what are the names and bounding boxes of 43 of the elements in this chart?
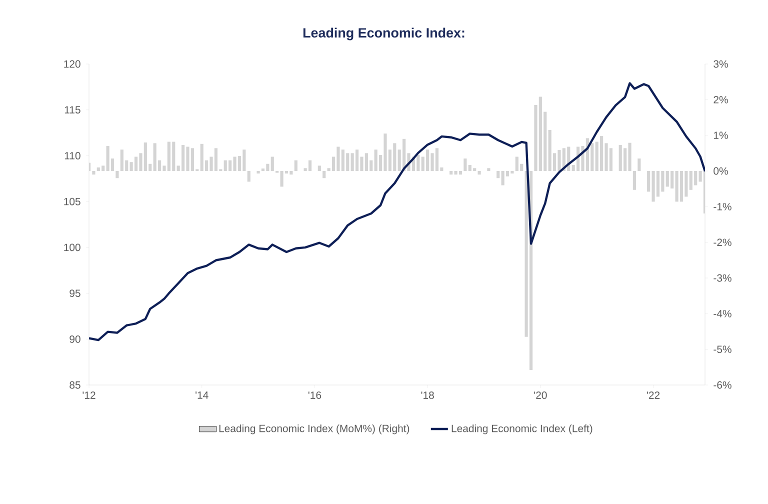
- bar: [464, 158, 467, 171]
- y-tick-label: 115: [64, 106, 80, 114]
- y2-tick-label: -3%: [714, 274, 732, 282]
- bar: [92, 170, 96, 175]
- bar: [318, 166, 321, 171]
- y2-tick-label: -1%: [714, 203, 732, 210]
- y2-tick-label: 3%: [714, 60, 728, 68]
- bar: [308, 160, 312, 171]
- y-tick-label: 110: [64, 152, 80, 160]
- y-tick-label: 85: [70, 381, 80, 389]
- bar: [270, 156, 274, 171]
- bar: [638, 158, 641, 171]
- y2-tick-label: 1%: [714, 132, 728, 139]
- bar: [322, 170, 326, 178]
- y2-tick-label: -4%: [714, 310, 732, 318]
- bar: [478, 170, 481, 175]
- bar: [487, 168, 490, 171]
- x-tick-label: '20: [534, 392, 547, 399]
- y-tick-label: 100: [64, 244, 80, 252]
- x-tick-label: '22: [646, 392, 660, 399]
- y-tick-label: 90: [70, 335, 80, 343]
- legend-label: Leading Economic Index (MoM%) (Right): [219, 424, 410, 434]
- y-tick-label: 95: [70, 290, 80, 297]
- x-tick-label: '12: [82, 392, 96, 399]
- bar: [256, 170, 260, 174]
- x-tick-label: '14: [196, 392, 208, 399]
- line-series: [89, 82, 706, 342]
- bar: [632, 170, 636, 190]
- y2-tick-label: 0%: [714, 167, 728, 175]
- chart-title: Leading Economic Index:: [303, 28, 464, 40]
- bar: [294, 160, 298, 171]
- y2-tick-label: -5%: [714, 346, 732, 354]
- legend-label: Leading Economic Index (Left): [452, 424, 592, 434]
- y2-tick-label: 2%: [714, 96, 728, 104]
- y2-tick-label: -2%: [714, 238, 732, 246]
- y2-tick-label: -6%: [714, 381, 732, 389]
- x-tick-label: '16: [308, 392, 322, 399]
- bar: [496, 170, 500, 178]
- bar: [116, 170, 119, 178]
- bar: [247, 170, 250, 182]
- y-tick-label: 120: [64, 60, 80, 68]
- x-tick-label: '18: [421, 392, 434, 399]
- y-tick-label: 105: [64, 198, 80, 206]
